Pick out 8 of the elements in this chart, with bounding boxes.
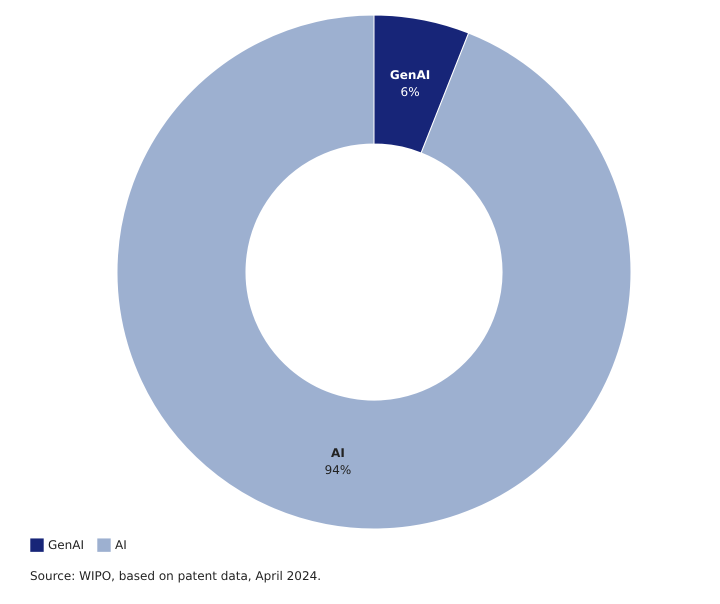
slice-label: AI bbox=[331, 446, 345, 460]
source-note: Source: WIPO, based on patent data, April 2024. bbox=[30, 569, 322, 583]
slice-label: GenAI bbox=[390, 68, 430, 82]
donut-slice bbox=[116, 14, 632, 530]
data-label: 94% bbox=[324, 463, 352, 478]
legend-label: AI bbox=[115, 538, 127, 552]
data-label: 6% bbox=[400, 84, 420, 99]
legend-label: GenAI bbox=[48, 538, 84, 552]
